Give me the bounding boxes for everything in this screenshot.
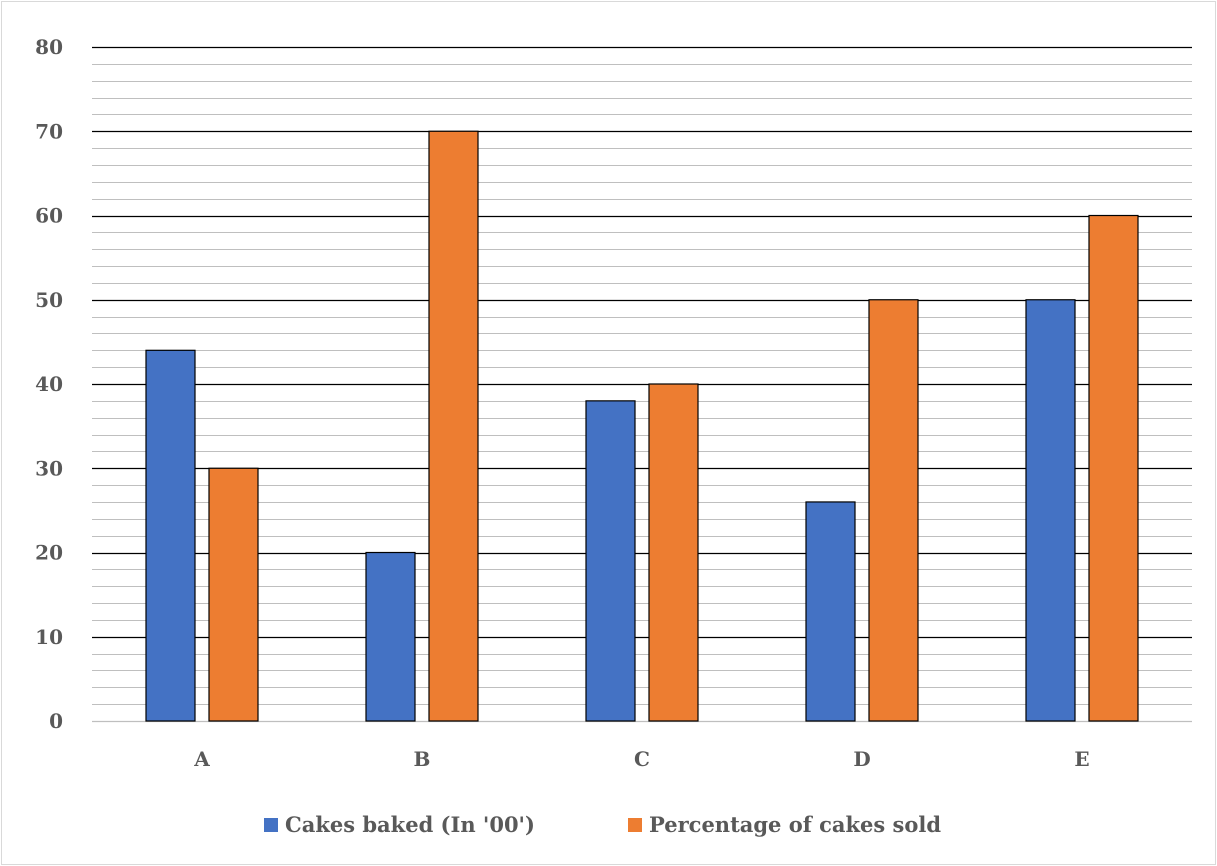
y-axis-tick-labels: 0 10 20 30 40 50 60 70 80 [35, 35, 63, 733]
y-tick-label: 10 [35, 625, 63, 649]
x-tick-label: D [853, 747, 870, 771]
y-tick-label: 40 [35, 372, 63, 396]
y-tick-label: 50 [35, 288, 63, 312]
x-tick-label: E [1074, 747, 1089, 771]
bar-E-series-2 [1088, 214, 1139, 722]
minor-gridlines [92, 64, 1192, 705]
bar-D-series-1 [805, 501, 856, 722]
y-tick-label: 80 [35, 35, 63, 59]
bar-D-series-2 [868, 299, 919, 722]
x-tick-label: B [414, 747, 431, 771]
x-axis-tick-labels: A B C D E [193, 747, 1089, 771]
bar-C-series-2 [648, 383, 699, 722]
legend: Cakes baked (In '00') Percentage of cakes… [264, 812, 941, 837]
bar-A-series-2 [208, 467, 259, 722]
legend-swatch [628, 818, 642, 832]
bar-E-series-1 [1025, 299, 1076, 722]
bar-B-series-2 [428, 130, 479, 722]
bars [145, 130, 1139, 722]
legend-label: Cakes baked (In '00') [285, 812, 535, 837]
y-tick-label: 0 [49, 709, 63, 733]
y-tick-label: 30 [35, 456, 63, 480]
y-tick-label: 60 [35, 204, 63, 228]
x-tick-label: A [193, 747, 210, 771]
bar-A-series-1 [145, 349, 196, 722]
legend-label: Percentage of cakes sold [649, 812, 941, 837]
y-tick-label: 20 [35, 541, 63, 565]
bar-C-series-1 [585, 400, 636, 722]
y-tick-label: 70 [35, 119, 63, 143]
bar-B-series-1 [365, 551, 416, 722]
major-gridlines [92, 46, 1192, 723]
x-tick-label: C [634, 747, 650, 771]
legend-swatch [264, 818, 278, 832]
